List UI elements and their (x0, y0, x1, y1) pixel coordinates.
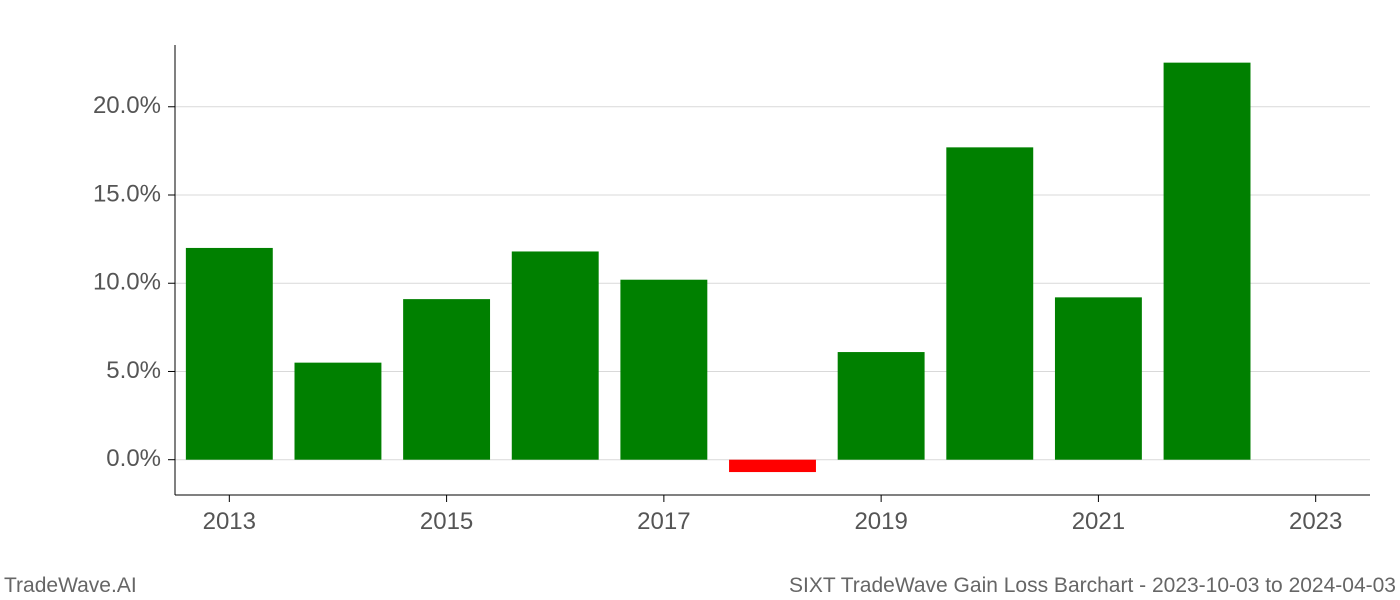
y-tick-label: 15.0% (93, 180, 161, 207)
bar-2020 (946, 147, 1033, 459)
y-tick-label: 5.0% (106, 357, 161, 384)
x-tick-label: 2015 (420, 508, 473, 535)
footer-right-label: SIXT TradeWave Gain Loss Barchart - 2023… (789, 574, 1396, 598)
bar-2013 (186, 248, 273, 460)
bar-2022 (1164, 63, 1251, 460)
y-tick-label: 20.0% (93, 92, 161, 119)
bar-2019 (838, 352, 925, 460)
bar-2021 (1055, 297, 1142, 459)
bar-2017 (620, 280, 707, 460)
y-tick-label: 10.0% (93, 269, 161, 296)
barchart: 0.0% 5.0% 10.0% 15.0% 20.0% 2013 2015 2017 2019 2… (0, 0, 1400, 600)
y-tick-label: 0.0% (106, 445, 161, 472)
x-tick-label: 2013 (203, 508, 256, 535)
x-tick-label: 2019 (854, 508, 907, 535)
x-tick-label: 2017 (637, 508, 690, 535)
bar-2018 (729, 460, 816, 472)
bar-2014 (295, 363, 382, 460)
x-tick-label: 2023 (1289, 508, 1342, 535)
x-tick-label: 2021 (1072, 508, 1125, 535)
footer-left-label: TradeWave.AI (4, 574, 137, 598)
bar-2016 (512, 251, 599, 459)
bar-2015 (403, 299, 490, 460)
chart-container: 0.0% 5.0% 10.0% 15.0% 20.0% 2013 2015 2017 2019 2… (0, 0, 1400, 600)
